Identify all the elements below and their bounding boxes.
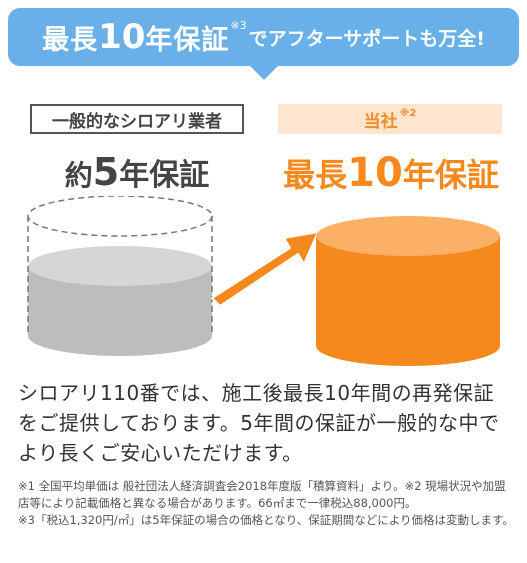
competitor-cylinder-top-outline — [27, 196, 213, 237]
competitor-warranty-number: 5 — [92, 150, 120, 194]
company-warranty-number: 10 — [347, 150, 403, 196]
cylinder-comparison-illustration — [27, 196, 500, 366]
banner-part1: 最長 — [42, 24, 99, 56]
arrow-icon — [211, 231, 319, 307]
footnotes: ※1 全国平均単価は 般社団法人経済調査会2018年度版「積算資料」より。※2 … — [18, 478, 514, 529]
banner-part2: 年保証 — [145, 24, 230, 56]
banner-pointer — [246, 62, 282, 80]
competitor-cylinder — [27, 196, 213, 356]
company-warranty-suffix: 年保証 — [402, 156, 499, 194]
company-warranty-prefix: 最長 — [283, 156, 348, 194]
company-label-text: 当社 — [363, 111, 398, 132]
competitor-cylinder-fill-top — [28, 246, 212, 286]
company-warranty: 最長10年保証 — [266, 150, 516, 196]
description-text: シロアリ110番では、施工後最長10年間の再発保証をご提供しております。5年間の… — [18, 381, 500, 465]
company-cylinder — [316, 216, 500, 366]
header-banner: 最長 10 年保証 ※3 でアフターサポートも万全! — [8, 8, 519, 66]
company-label-footnote: ※2 — [399, 107, 417, 119]
competitor-warranty-suffix: 年保証 — [119, 158, 210, 193]
competitor-label: 一般的なシロアリ業者 — [30, 104, 244, 134]
competitor-warranty-prefix: 約 — [64, 159, 93, 192]
competitor-cylinder-fill — [28, 266, 212, 356]
footnote-3: ※3「税込1,320円/㎡」は5年保証の場合の価格となり、保証期間などにより価格… — [18, 513, 514, 527]
banner-footnote-mark: ※3 — [230, 18, 247, 32]
company-label: 当社 ※2 — [278, 104, 502, 134]
banner-number: 10 — [98, 17, 146, 57]
company-cylinder-body — [316, 236, 500, 366]
banner-text: 最長 10 年保証 ※3 でアフターサポートも万全! — [8, 8, 519, 66]
company-cylinder-top — [316, 216, 500, 256]
banner-part3: でアフターサポートも万全! — [248, 27, 485, 50]
competitor-warranty: 約5年保証 — [30, 150, 244, 194]
footnote-1-2: ※1 全国平均単価は 般社団法人経済調査会2018年度版「積算資料」より。※2 … — [18, 479, 506, 510]
